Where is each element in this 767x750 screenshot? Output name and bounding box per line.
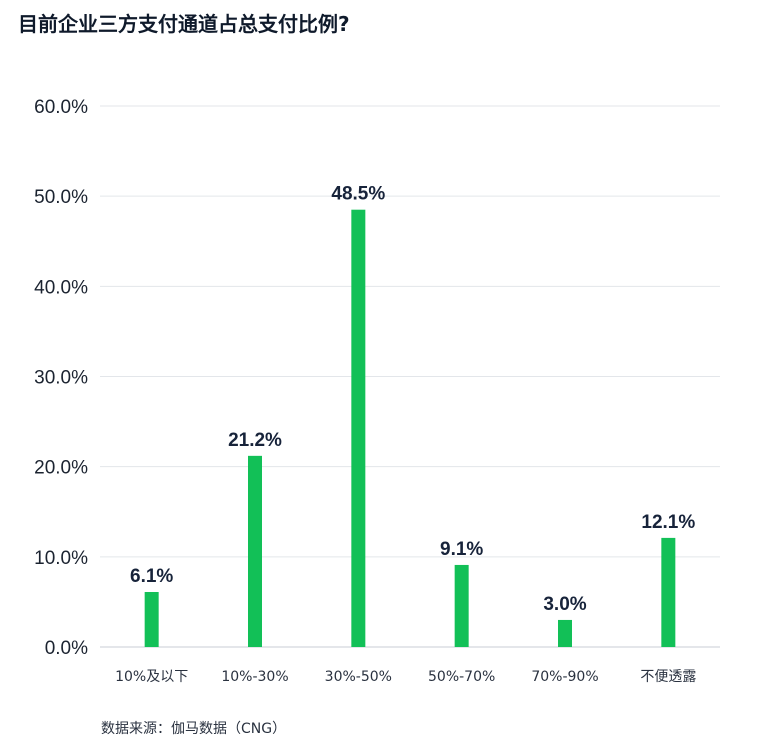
bar [454, 564, 469, 647]
x-axis-ticks: 10%及以下 10%-30% 30%-50% 50%-70% 70%-90% 不便透露 [115, 669, 696, 685]
y-tick-label: 60.0% [34, 97, 88, 118]
chart-title: 目前企业三方支付通道占总支付比例? [18, 12, 350, 36]
data-labels: 6.1% 21.2% 48.5% 9.1% 3.0% 12.1% [130, 184, 695, 615]
bar [144, 591, 159, 647]
bars [144, 209, 676, 648]
y-tick-label: 0.0% [45, 638, 88, 659]
x-tick-label: 不便透露 [640, 669, 696, 685]
y-tick-label: 50.0% [34, 187, 88, 208]
bar [351, 209, 366, 648]
x-tick-label: 50%-70% [428, 669, 495, 685]
bar [248, 455, 262, 647]
x-tick-label: 30%-50% [325, 669, 392, 685]
x-tick-label: 10%-30% [221, 669, 288, 685]
y-tick-label: 10.0% [34, 548, 88, 569]
y-tick-label: 30.0% [34, 368, 88, 389]
data-label: 21.2% [228, 430, 282, 451]
bar [558, 619, 572, 647]
y-axis-ticks: 0.0% 10.0% 20.0% 30.0% 40.0% 50.0% 60.0% [34, 97, 88, 659]
data-label: 12.1% [641, 512, 695, 533]
data-label: 48.5% [331, 184, 385, 205]
data-source-note: 数据来源：伽马数据（CNG） [101, 721, 287, 737]
y-tick-label: 20.0% [34, 458, 88, 479]
gridlines [100, 105, 720, 648]
x-tick-label: 10%及以下 [115, 669, 188, 685]
data-label: 6.1% [130, 566, 173, 587]
data-label: 3.0% [543, 594, 586, 615]
data-label: 9.1% [440, 539, 483, 560]
bar-chart: 6.1% 21.2% 48.5% 9.1% 3.0% 12.1% 0.0% 10.0% 20.… [34, 97, 720, 685]
bar [661, 537, 676, 647]
x-tick-label: 70%-90% [531, 669, 598, 685]
y-tick-label: 40.0% [34, 277, 88, 298]
